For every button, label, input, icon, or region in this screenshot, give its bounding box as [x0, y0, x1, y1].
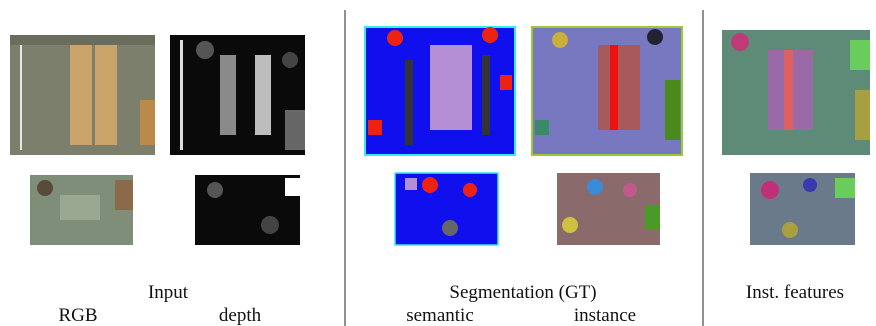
column-label: depth [219, 305, 262, 326]
depth-image [195, 175, 300, 245]
feature-image [750, 173, 855, 245]
semantic-image [395, 173, 498, 245]
rgb-image [10, 35, 155, 155]
panel-title: Inst. features [746, 282, 844, 303]
column-label: instance [574, 305, 636, 326]
semantic-image [365, 27, 515, 155]
rgb-image [30, 175, 133, 245]
column-label: semantic [406, 305, 474, 326]
figure: Input RGB depth Segmentation (GT) semant… [0, 0, 876, 326]
column-label: RGB [58, 305, 97, 326]
instance-image [557, 173, 660, 245]
feature-image [722, 30, 870, 155]
depth-image [170, 35, 305, 155]
panel-title: Segmentation (GT) [449, 282, 596, 303]
instance-image [532, 27, 682, 155]
panel-title: Input [148, 282, 189, 303]
